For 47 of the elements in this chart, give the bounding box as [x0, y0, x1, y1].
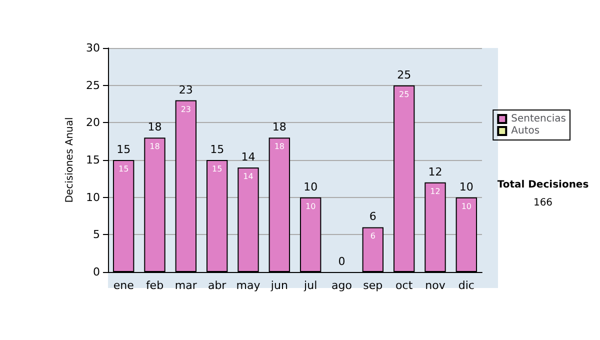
x-tick-label: jun — [270, 279, 288, 292]
total-label: 12 — [428, 165, 442, 178]
data-label: 18 — [150, 142, 160, 152]
total-label: 25 — [397, 68, 412, 82]
total-label: 0 — [338, 255, 346, 268]
legend-label: Autos — [511, 126, 540, 136]
total-label: 23 — [178, 83, 193, 96]
x-tick-label: mar — [174, 279, 198, 292]
x-tick-label: nov — [425, 279, 446, 292]
y-axis-title: Decisiones Anual — [64, 117, 76, 203]
y-tick-label: 5 — [93, 228, 100, 242]
x-tick-label: feb — [146, 279, 164, 292]
x-tick-label: oct — [396, 279, 414, 292]
total-label: 10 — [304, 180, 318, 194]
total-label: 18 — [272, 120, 286, 134]
y-tick-label: 10 — [86, 190, 100, 204]
data-label: 14 — [243, 172, 254, 181]
y-tick-label: 15 — [86, 154, 100, 166]
x-tick-label: ago — [332, 279, 352, 292]
x-tick-label: ene — [113, 279, 134, 292]
total-label: 18 — [148, 120, 162, 134]
total-label: 6 — [369, 210, 376, 224]
data-label: 18 — [274, 142, 285, 152]
y-tick-label: 20 — [86, 116, 100, 130]
total-label: 15 — [116, 143, 131, 156]
x-tick-label: may — [236, 279, 261, 292]
data-label: 15 — [118, 164, 129, 174]
x-tick-label: abr — [208, 279, 227, 292]
data-label: 15 — [212, 164, 222, 174]
text: Total Decisiones — [497, 180, 589, 190]
total-label: 15 — [210, 143, 224, 156]
legend-label: Sentencias — [511, 114, 566, 124]
x-tick-label: sep — [363, 279, 383, 292]
data-label: 12 — [430, 186, 440, 196]
total-label: 14 — [241, 150, 256, 164]
y-tick-label: 25 — [86, 78, 100, 92]
text: 166 — [533, 198, 553, 208]
data-label: 6 — [370, 232, 376, 241]
data-label: 23 — [180, 104, 192, 114]
data-label: 25 — [398, 90, 410, 99]
y-tick-label: 0 — [93, 266, 100, 278]
y-tick-label: 30 — [86, 42, 100, 54]
total-label: 10 — [459, 180, 474, 194]
x-tick-label: dic — [458, 279, 474, 292]
x-tick-label: jul — [303, 279, 318, 292]
data-label: 10 — [305, 202, 316, 211]
data-label: 10 — [461, 202, 472, 211]
